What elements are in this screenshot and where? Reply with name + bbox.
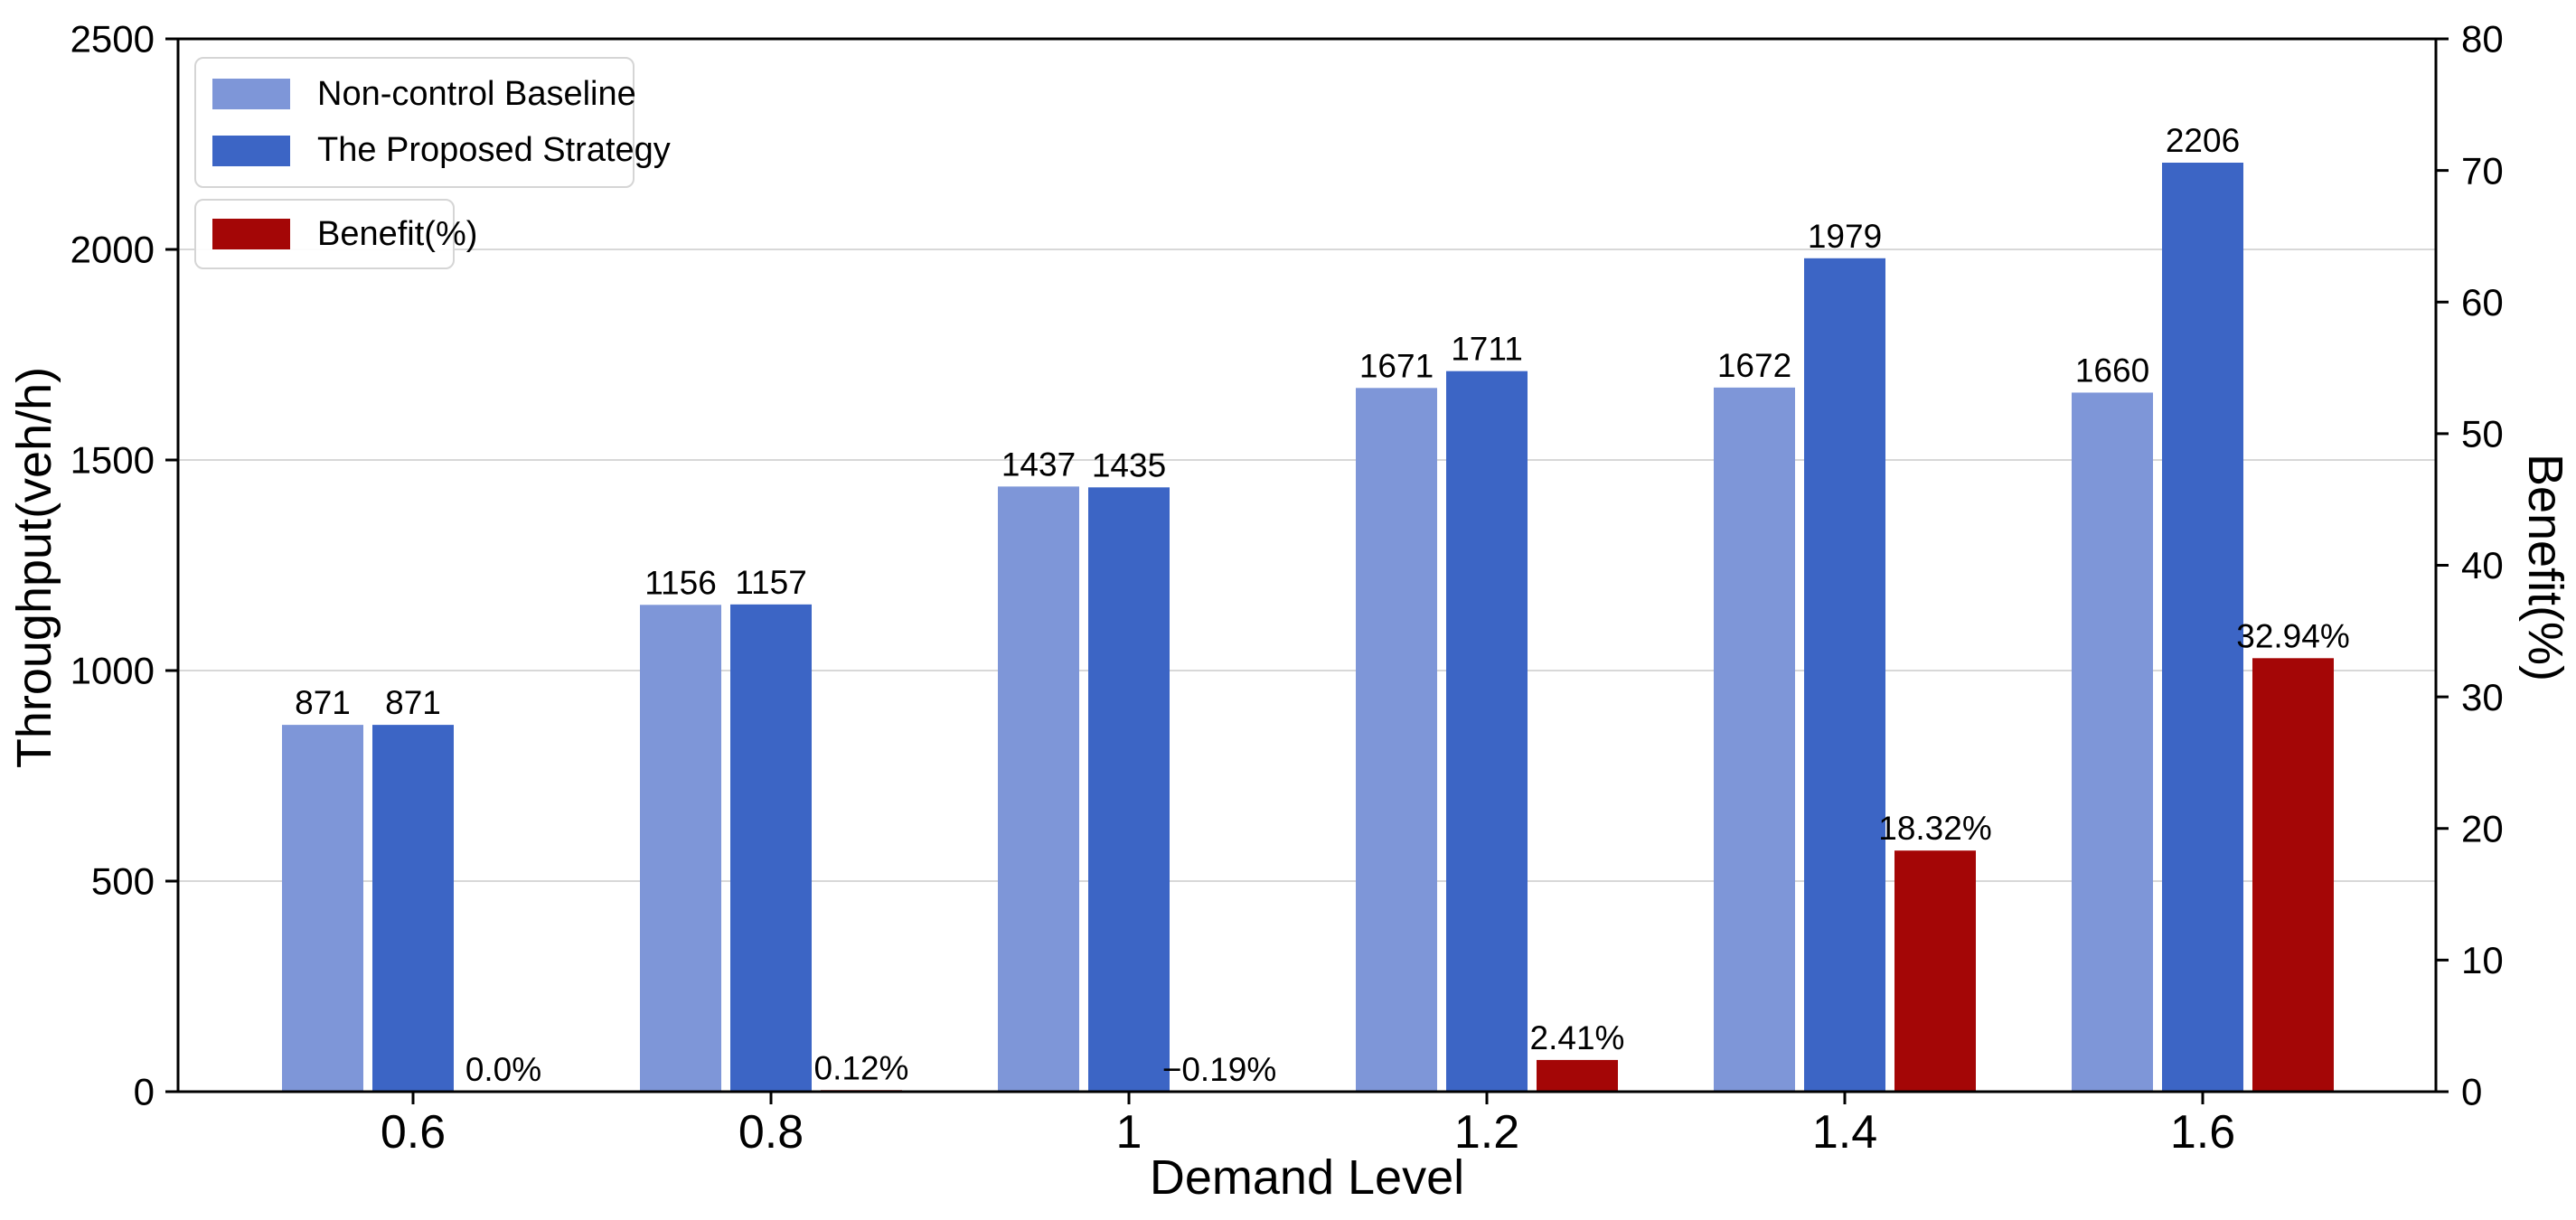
legend-label: The Proposed Strategy xyxy=(317,131,671,170)
right-axis-title: Benefit(%) xyxy=(2518,453,2572,682)
value-label: 32.94% xyxy=(2236,617,2350,654)
right-tick-label: 0 xyxy=(2461,1071,2482,1113)
left-tick-label: 500 xyxy=(91,860,155,903)
right-tick-label: 70 xyxy=(2461,149,2504,192)
legend-main: Non-control Baseline The Proposed Strate… xyxy=(194,57,671,188)
value-label: 1156 xyxy=(644,564,717,601)
value-label: 18.32% xyxy=(1878,810,1992,847)
bar-proposed xyxy=(1088,487,1170,1092)
x-axis-title: Demand Level xyxy=(1149,1150,1465,1205)
left-axis-title: Throughput(veh/h) xyxy=(7,366,61,769)
value-label: 2.41% xyxy=(1530,1019,1625,1056)
left-tick-label: 2000 xyxy=(71,229,155,271)
bar-proposed xyxy=(1804,258,1885,1092)
value-label: 1437 xyxy=(1001,446,1076,483)
right-tick-label: 20 xyxy=(2461,807,2504,849)
bar-proposed xyxy=(1446,371,1528,1092)
bar-proposed xyxy=(2162,163,2243,1092)
right-tick-label: 60 xyxy=(2461,281,2504,324)
bar-baseline xyxy=(640,605,721,1092)
value-label: 1672 xyxy=(1717,347,1791,384)
bar-baseline xyxy=(2072,392,2153,1092)
x-tick-label: 1.2 xyxy=(1454,1106,1519,1159)
legend-label: Non-control Baseline xyxy=(317,74,636,113)
bar-baseline xyxy=(1714,387,1795,1092)
right-tick-label: 50 xyxy=(2461,413,2504,455)
value-label: 871 xyxy=(295,684,351,721)
left-tick-label: 0 xyxy=(134,1071,155,1113)
value-label: −0.19% xyxy=(1162,1051,1277,1088)
value-label: 2206 xyxy=(2166,122,2240,159)
benefit-swatch-icon xyxy=(212,219,290,249)
proposed-swatch-icon xyxy=(212,135,290,166)
left-tick-label: 1000 xyxy=(71,650,155,692)
bar-baseline xyxy=(1356,388,1437,1093)
value-label: 871 xyxy=(385,684,441,721)
bar-baseline xyxy=(998,486,1079,1092)
left-tick-label: 2500 xyxy=(71,18,155,61)
x-tick-label: 1.4 xyxy=(1812,1106,1877,1159)
legend-entry-baseline: Non-control Baseline xyxy=(212,75,636,114)
bar-benefit xyxy=(1894,850,1976,1092)
right-tick-label: 10 xyxy=(2461,939,2504,981)
value-label: 1671 xyxy=(1359,347,1434,384)
right-tick-label: 40 xyxy=(2461,544,2504,587)
x-tick-label: 1.6 xyxy=(2170,1106,2235,1159)
bar-benefit xyxy=(1537,1059,1618,1092)
x-tick-label: 1 xyxy=(1116,1106,1142,1159)
right-tick-label: 80 xyxy=(2461,18,2504,61)
value-label: 0.0% xyxy=(465,1051,541,1088)
legend-entry-benefit: Benefit(%) xyxy=(212,215,477,254)
value-label: 1435 xyxy=(1092,446,1166,483)
bar-baseline xyxy=(282,725,363,1092)
bar-benefit xyxy=(2252,658,2334,1092)
value-label: 1660 xyxy=(2075,352,2149,389)
legend-benefit: Benefit(%) xyxy=(194,199,477,269)
legend-entry-proposed: The Proposed Strategy xyxy=(212,131,671,170)
value-label: 1157 xyxy=(735,564,807,601)
bar-proposed xyxy=(730,604,812,1092)
right-tick-label: 30 xyxy=(2461,676,2504,718)
legend-label: Benefit(%) xyxy=(317,214,478,253)
value-label: 1711 xyxy=(1451,331,1523,368)
bar-proposed xyxy=(372,725,454,1092)
value-label: 0.12% xyxy=(814,1049,909,1086)
x-tick-label: 0.8 xyxy=(738,1106,804,1159)
baseline-swatch-icon xyxy=(212,79,290,110)
left-tick-label: 1500 xyxy=(71,439,155,482)
x-tick-label: 0.6 xyxy=(381,1106,446,1159)
value-label: 1979 xyxy=(1808,218,1882,255)
